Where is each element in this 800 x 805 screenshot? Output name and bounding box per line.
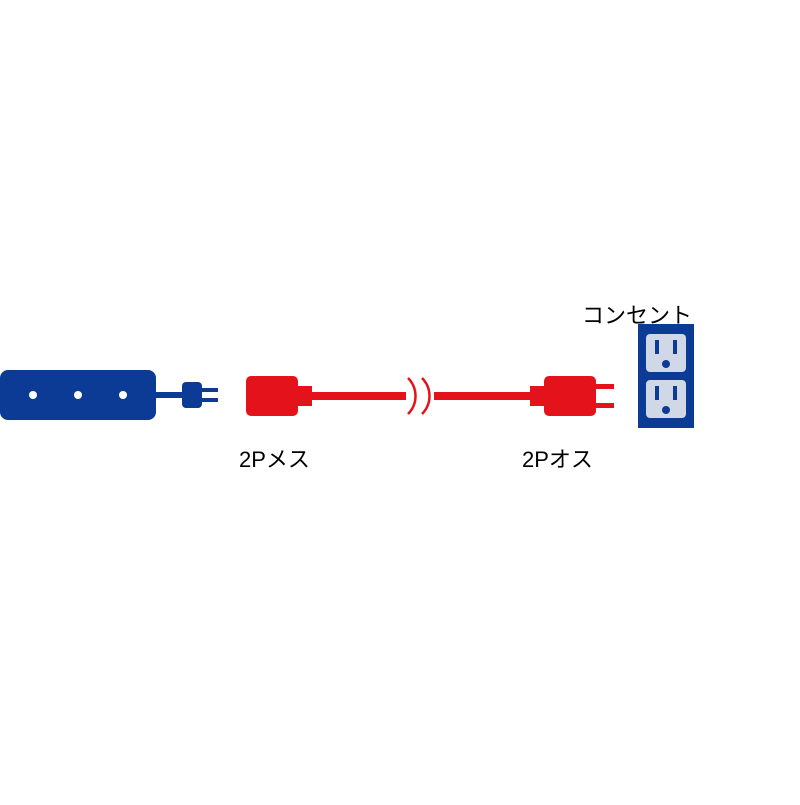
power-strip xyxy=(0,370,218,420)
label-male: 2Pオス xyxy=(522,442,593,474)
label-female: 2Pメス xyxy=(239,442,310,474)
label-outlet-title: コンセント xyxy=(582,298,692,330)
diagram-svg xyxy=(0,0,800,800)
diagram-stage: コンセント 2Pメス 2Pオス xyxy=(0,0,800,800)
extension-cord xyxy=(246,376,614,416)
wall-outlet xyxy=(638,324,694,428)
